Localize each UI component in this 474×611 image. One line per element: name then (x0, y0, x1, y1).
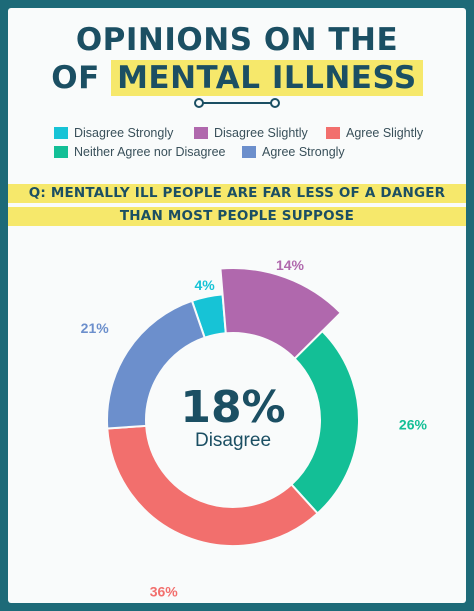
question-line-2: THAN MOST PEOPLE SUPPOSE (8, 207, 466, 226)
donut-chart: 4% 14% 26% 36% 21% 18% Disagree (81, 257, 428, 599)
legend-item-disagree-slightly: Disagree Slightly (194, 126, 308, 140)
legend-label: Disagree Slightly (214, 126, 308, 140)
title-line-2: OF MENTAL ILLNESS (8, 60, 466, 96)
legend-label: Agree Slightly (346, 126, 424, 140)
divider-dot-left (194, 98, 204, 108)
donut-slices (106, 267, 360, 547)
legend-swatch (242, 146, 256, 158)
label-disagree-strongly: 4% (194, 277, 215, 293)
question-line-1: Q: MENTALLY ILL PEOPLE ARE FAR LESS OF A… (8, 184, 466, 203)
donut-slice-labels: 4% 14% 26% 36% 21% (81, 257, 428, 599)
label-agree-slightly: 36% (150, 584, 179, 600)
legend-swatch (54, 146, 68, 158)
legend-label: Agree Strongly (262, 145, 345, 159)
legend-label: Neither Agree nor Disagree (74, 145, 226, 159)
legend-label: Disagree Strongly (74, 126, 174, 140)
slice-disagree-slightly (219, 267, 343, 361)
title-line-2-prefix: OF (51, 60, 100, 96)
divider-dot-right (270, 98, 280, 108)
label-disagree-slightly: 14% (276, 257, 305, 273)
center-value: 18% (180, 382, 285, 433)
slice-agree-slightly (106, 424, 319, 547)
legend-swatch (326, 127, 340, 139)
title-divider (200, 102, 274, 104)
label-agree-strongly: 21% (81, 320, 110, 336)
infographic-card: OPINIONS ON THE STIGMA OF MENTAL ILLNESS… (8, 8, 466, 603)
legend-item-agree-slightly: Agree Slightly (326, 126, 423, 140)
legend-swatch (194, 127, 208, 139)
legend-item-agree-strongly: Agree Strongly (242, 145, 345, 159)
slice-neither (289, 329, 360, 515)
label-neither: 26% (399, 417, 428, 433)
legend-swatch (54, 127, 68, 139)
center-label: Disagree (195, 430, 271, 451)
legend-item-disagree-strongly: Disagree Strongly (54, 126, 173, 140)
slice-agree-strongly (106, 299, 206, 430)
legend-item-neither: Neither Agree nor Disagree (54, 145, 225, 159)
title-highlight: MENTAL ILLNESS (111, 60, 423, 96)
